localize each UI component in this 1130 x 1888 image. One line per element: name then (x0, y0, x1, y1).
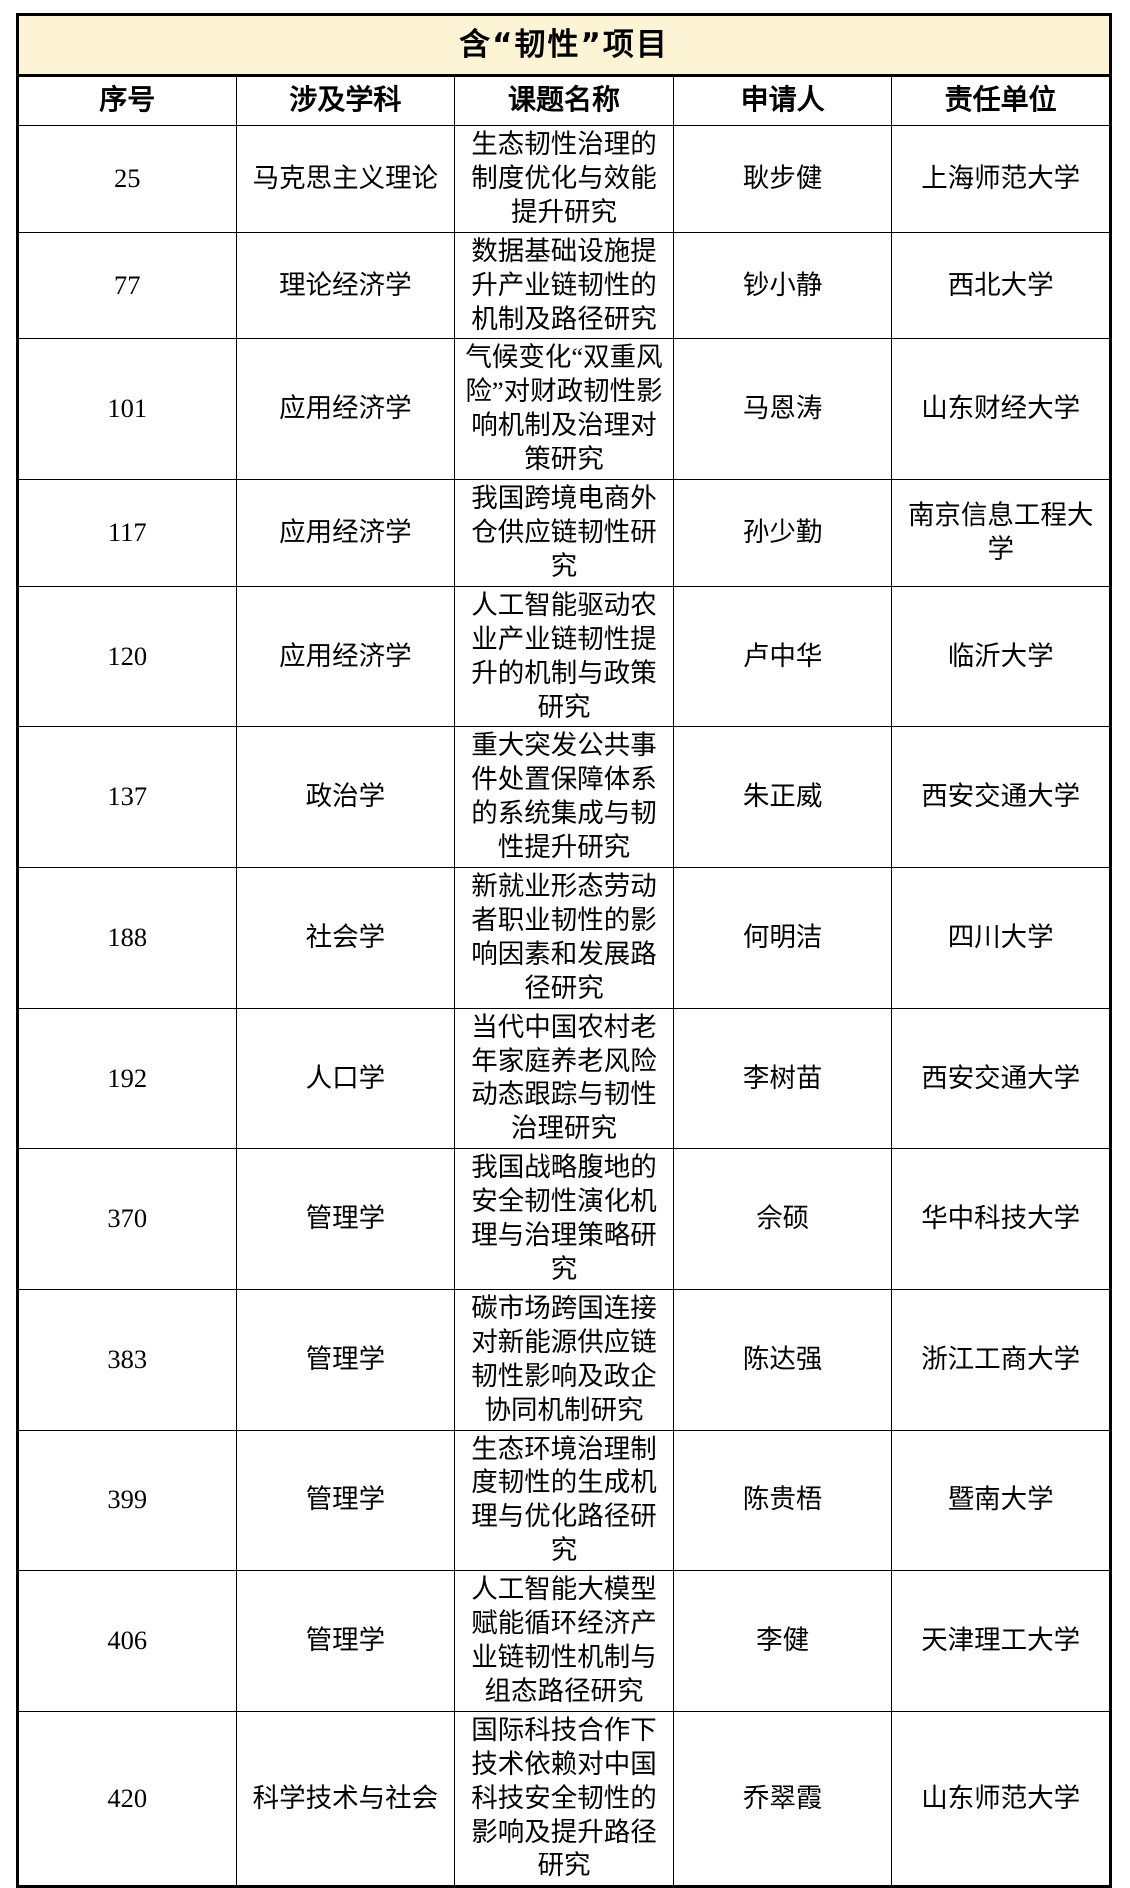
cell-applicant: 陈贵梧 (672, 1429, 893, 1572)
cell-project-title: 国际科技合作下技术依赖对中国科技安全韧性的影响及提升路径研究 (454, 1710, 674, 1888)
cell-applicant: 钞小静 (672, 231, 893, 340)
cell-institution: 山东师范大学 (891, 1710, 1111, 1888)
cell-no: 192 (17, 1007, 237, 1150)
cell-discipline: 科学技术与社会 (235, 1710, 456, 1888)
cell-applicant: 孙少勤 (672, 479, 893, 587)
cell-no: 420 (17, 1710, 237, 1888)
cell-institution: 西安交通大学 (891, 726, 1111, 869)
cell-no: 120 (17, 585, 237, 728)
cell-institution: 上海师范大学 (891, 125, 1111, 233)
cell-project-title: 我国跨境电商外仓供应链韧性研究 (454, 479, 674, 587)
cell-project-title: 重大突发公共事件处置保障体系的系统集成与韧性提升研究 (454, 726, 674, 869)
cell-project-title: 新就业形态劳动者职业韧性的影响因素和发展路径研究 (454, 867, 674, 1009)
cell-applicant: 李健 (672, 1570, 893, 1712)
cell-no: 370 (17, 1148, 237, 1290)
cell-no: 77 (17, 231, 237, 340)
project-table: 含“韧性”项目 序号 涉及学科 课题名称 申请人 责任单位 25 马克思主义理论… (16, 13, 1112, 1888)
table-row: 383 管理学 碳市场跨国连接对新能源供应链韧性影响及政企协同机制研究 陈达强 … (17, 1288, 1111, 1431)
table-row: 120 应用经济学 人工智能驱动农业产业链韧性提升的机制与政策研究 卢中华 临沂… (17, 585, 1111, 728)
table-title: 含“韧性”项目 (17, 14, 1111, 77)
column-header-applicant: 申请人 (672, 75, 893, 126)
table-row: 25 马克思主义理论 生态韧性治理的制度优化与效能提升研究 耿步健 上海师范大学 (17, 125, 1111, 233)
cell-project-title: 我国战略腹地的安全韧性演化机理与治理策略研究 (454, 1148, 674, 1290)
table-row: 406 管理学 人工智能大模型赋能循环经济产业链韧性机制与组态路径研究 李健 天… (17, 1570, 1111, 1712)
cell-institution: 南京信息工程大学 (891, 479, 1111, 587)
cell-applicant: 卢中华 (672, 585, 893, 728)
cell-applicant: 何明洁 (672, 867, 893, 1009)
cell-discipline: 应用经济学 (235, 479, 456, 587)
cell-no: 399 (17, 1429, 237, 1572)
cell-discipline: 政治学 (235, 726, 456, 869)
column-header-project-title: 课题名称 (454, 75, 674, 126)
cell-project-title: 生态环境治理制度韧性的生成机理与优化路径研究 (454, 1429, 674, 1572)
cell-institution: 四川大学 (891, 867, 1111, 1009)
table-row: 117 应用经济学 我国跨境电商外仓供应链韧性研究 孙少勤 南京信息工程大学 (17, 479, 1111, 587)
table-row: 101 应用经济学 气候变化“双重风险”对财政韧性影响机制及治理对策研究 马恩涛… (17, 338, 1111, 481)
cell-institution: 天津理工大学 (891, 1570, 1111, 1712)
table-title-row: 含“韧性”项目 (17, 14, 1111, 77)
cell-discipline: 应用经济学 (235, 585, 456, 728)
cell-no: 25 (17, 125, 237, 233)
cell-no: 101 (17, 338, 237, 481)
cell-project-title: 人工智能驱动农业产业链韧性提升的机制与政策研究 (454, 585, 674, 728)
cell-project-title: 数据基础设施提升产业链韧性的机制及路径研究 (454, 231, 674, 340)
cell-institution: 华中科技大学 (891, 1148, 1111, 1290)
cell-discipline: 人口学 (235, 1007, 456, 1150)
table-row: 399 管理学 生态环境治理制度韧性的生成机理与优化路径研究 陈贵梧 暨南大学 (17, 1429, 1111, 1572)
cell-institution: 西安交通大学 (891, 1007, 1111, 1150)
cell-institution: 暨南大学 (891, 1429, 1111, 1572)
column-header-institution: 责任单位 (891, 75, 1111, 126)
cell-applicant: 陈达强 (672, 1288, 893, 1431)
cell-institution: 浙江工商大学 (891, 1288, 1111, 1431)
column-header-discipline: 涉及学科 (235, 75, 456, 126)
table-row: 188 社会学 新就业形态劳动者职业韧性的影响因素和发展路径研究 何明洁 四川大… (17, 867, 1111, 1009)
cell-project-title: 当代中国农村老年家庭养老风险动态跟踪与韧性治理研究 (454, 1007, 674, 1150)
cell-institution: 山东财经大学 (891, 338, 1111, 481)
cell-applicant: 李树苗 (672, 1007, 893, 1150)
cell-project-title: 碳市场跨国连接对新能源供应链韧性影响及政企协同机制研究 (454, 1288, 674, 1431)
cell-institution: 临沂大学 (891, 585, 1111, 728)
cell-no: 137 (17, 726, 237, 869)
table-row: 77 理论经济学 数据基础设施提升产业链韧性的机制及路径研究 钞小静 西北大学 (17, 231, 1111, 340)
cell-discipline: 管理学 (235, 1570, 456, 1712)
cell-discipline: 社会学 (235, 867, 456, 1009)
cell-no: 117 (17, 479, 237, 587)
table-row: 192 人口学 当代中国农村老年家庭养老风险动态跟踪与韧性治理研究 李树苗 西安… (17, 1007, 1111, 1150)
cell-discipline: 理论经济学 (235, 231, 456, 340)
table-row: 420 科学技术与社会 国际科技合作下技术依赖对中国科技安全韧性的影响及提升路径… (17, 1710, 1111, 1888)
cell-applicant: 马恩涛 (672, 338, 893, 481)
table-header-row: 序号 涉及学科 课题名称 申请人 责任单位 (17, 75, 1111, 126)
cell-institution: 西北大学 (891, 231, 1111, 340)
cell-discipline: 应用经济学 (235, 338, 456, 481)
cell-project-title: 生态韧性治理的制度优化与效能提升研究 (454, 125, 674, 233)
cell-applicant: 乔翠霞 (672, 1710, 893, 1888)
table-row: 137 政治学 重大突发公共事件处置保障体系的系统集成与韧性提升研究 朱正威 西… (17, 726, 1111, 869)
cell-project-title: 人工智能大模型赋能循环经济产业链韧性机制与组态路径研究 (454, 1570, 674, 1712)
table-row: 370 管理学 我国战略腹地的安全韧性演化机理与治理策略研究 佘硕 华中科技大学 (17, 1148, 1111, 1290)
cell-applicant: 朱正威 (672, 726, 893, 869)
cell-no: 406 (17, 1570, 237, 1712)
cell-discipline: 管理学 (235, 1148, 456, 1290)
cell-applicant: 耿步健 (672, 125, 893, 233)
table-body: 含“韧性”项目 序号 涉及学科 课题名称 申请人 责任单位 25 马克思主义理论… (17, 14, 1111, 1888)
cell-no: 383 (17, 1288, 237, 1431)
cell-discipline: 管理学 (235, 1429, 456, 1572)
cell-applicant: 佘硕 (672, 1148, 893, 1290)
cell-no: 188 (17, 867, 237, 1009)
column-header-no: 序号 (17, 75, 237, 126)
project-table-container: 含“韧性”项目 序号 涉及学科 课题名称 申请人 责任单位 25 马克思主义理论… (16, 13, 1112, 1888)
cell-discipline: 管理学 (235, 1288, 456, 1431)
cell-project-title: 气候变化“双重风险”对财政韧性影响机制及治理对策研究 (454, 338, 674, 481)
cell-discipline: 马克思主义理论 (235, 125, 456, 233)
